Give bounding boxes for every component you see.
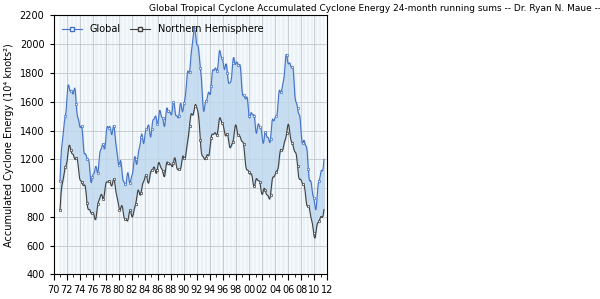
Text: Global Tropical Cyclone Accumulated Cyclone Energy 24-month running sums -- Dr. : Global Tropical Cyclone Accumulated Cycl…	[149, 4, 600, 13]
Legend: Global, Northern Hemisphere: Global, Northern Hemisphere	[58, 20, 267, 38]
Y-axis label: Accumulated Cyclone Energy (10⁴ knots²): Accumulated Cyclone Energy (10⁴ knots²)	[4, 43, 14, 247]
